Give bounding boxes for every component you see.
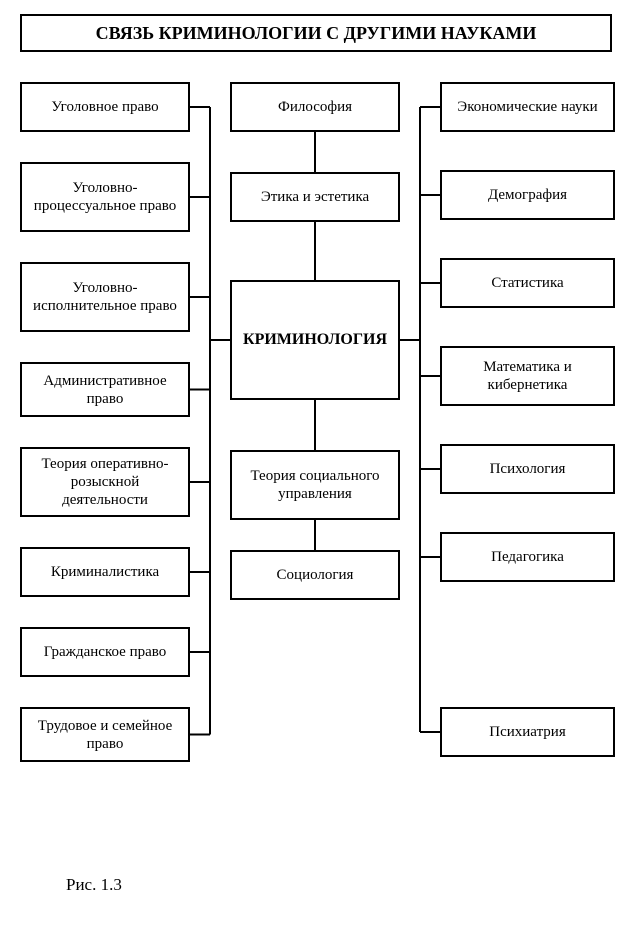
right-node-2: Статистика xyxy=(440,258,615,308)
right-node-6: Психиатрия xyxy=(440,707,615,757)
mid-node-2: Теория социального управления xyxy=(230,450,400,520)
center-node: КРИМИНОЛОГИЯ xyxy=(230,280,400,400)
left-node-3: Административное право xyxy=(20,362,190,417)
left-node-2: Уголовно-исполнительное право xyxy=(20,262,190,332)
right-node-4: Психология xyxy=(440,444,615,494)
right-node-1: Демография xyxy=(440,170,615,220)
right-node-3: Математика и кибернетика xyxy=(440,346,615,406)
mid-node-3: Социология xyxy=(230,550,400,600)
mid-node-1: Этика и эстетика xyxy=(230,172,400,222)
diagram-title: СВЯЗЬ КРИМИНОЛОГИИ С ДРУГИМИ НАУКАМИ xyxy=(20,14,612,52)
left-node-5: Криминалистика xyxy=(20,547,190,597)
figure-caption: Рис. 1.3 xyxy=(66,875,122,895)
right-node-0: Экономические науки xyxy=(440,82,615,132)
left-node-0: Уголовное право xyxy=(20,82,190,132)
left-node-6: Гражданское право xyxy=(20,627,190,677)
left-node-4: Теория оперативно-розыскной деятельности xyxy=(20,447,190,517)
right-node-5: Педагогика xyxy=(440,532,615,582)
mid-node-0: Философия xyxy=(230,82,400,132)
left-node-7: Трудовое и семейное право xyxy=(20,707,190,762)
left-node-1: Уголовно-процессуальное право xyxy=(20,162,190,232)
